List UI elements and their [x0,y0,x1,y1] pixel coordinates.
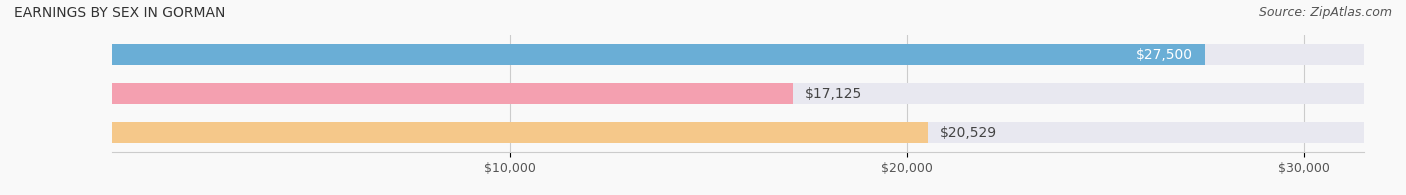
Text: Source: ZipAtlas.com: Source: ZipAtlas.com [1258,6,1392,19]
Bar [112,44,1364,65]
Bar [112,44,1205,65]
Text: EARNINGS BY SEX IN GORMAN: EARNINGS BY SEX IN GORMAN [14,6,225,20]
Text: $20,529: $20,529 [941,126,997,140]
Bar [112,83,793,104]
Text: $17,125: $17,125 [804,87,862,101]
Bar [112,122,928,143]
Text: $27,500: $27,500 [1136,48,1194,62]
Bar [112,122,1364,143]
Bar [112,83,1364,104]
